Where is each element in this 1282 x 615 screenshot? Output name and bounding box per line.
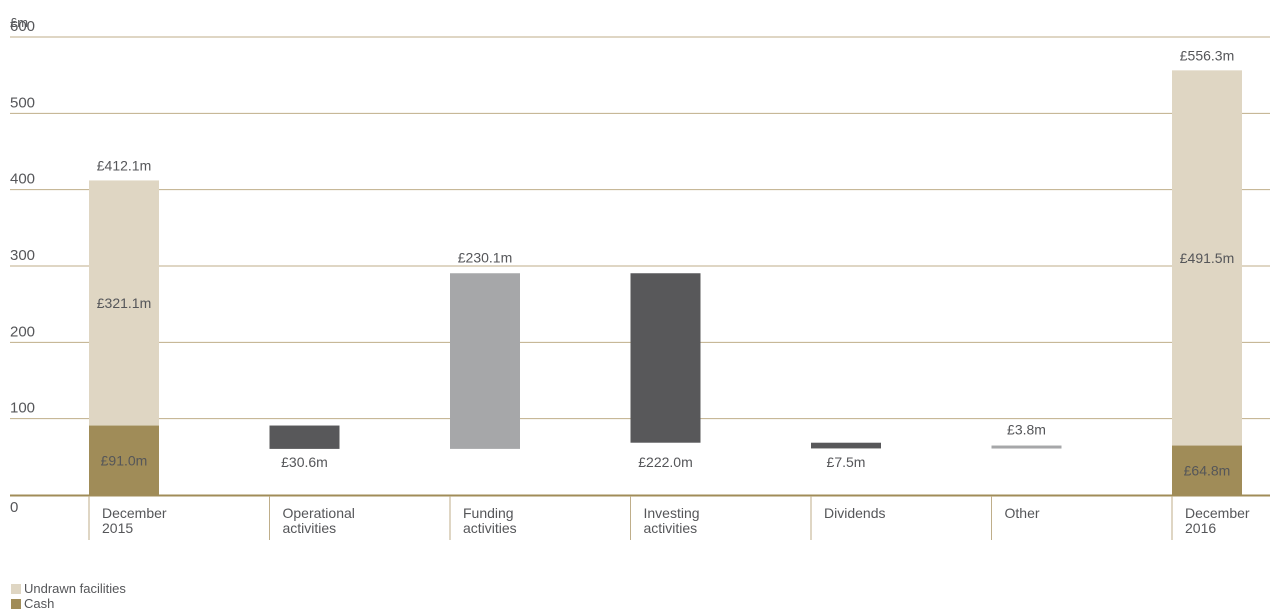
legend-label-undrawn: Undrawn facilities [24,581,126,596]
legend: Undrawn facilities Cash [11,581,126,611]
bar-cash-0 [89,425,159,495]
legend-label-cash: Cash [24,596,55,611]
y-tick-label-600: 600 [10,18,35,35]
bar-flow-2 [450,273,520,449]
bar-flow-5 [991,445,1062,449]
data-label-flow-4: £7.5m [827,454,866,470]
data-label-undrawn-0: £321.1m [97,295,151,311]
x-tick-label-2-0: Funding [463,505,514,521]
bar-flow-3 [630,273,701,443]
y-tick-label-0: 0 [10,499,18,516]
data-label-cash-0: £91.0m [101,452,148,468]
data-label-flow-5: £3.8m [1007,422,1046,438]
bar-cash-6 [1172,445,1242,495]
y-axis-unit-label: £m [10,15,28,30]
x-tick-label-1-1: activities [283,520,337,536]
x-tick-label-4-0: Dividends [824,505,885,521]
y-tick-label-200: 200 [10,323,35,340]
y-tick-label-300: 300 [10,247,35,264]
x-tick-label-5-0: Other [1005,505,1040,521]
data-label-cash-6: £64.8m [1184,462,1231,478]
data-label-flow-2: £230.1m [458,249,512,265]
bar-undrawn-0 [89,180,159,426]
x-tick-label-0-0: December [102,505,167,521]
bar-flow-1 [269,425,340,449]
x-tick-label-0-1: 2015 [102,520,133,536]
data-label-flow-1: £30.6m [281,454,328,470]
x-tick-label-3-0: Investing [644,505,700,521]
x-tick-label-2-1: activities [463,520,517,536]
x-tick-label-6-0: December [1185,505,1250,521]
legend-swatch-cash [11,598,21,609]
data-label-total-0: £412.1m [97,157,151,173]
data-label-flow-3: £222.0m [638,454,692,470]
y-tick-label-500: 500 [10,94,35,111]
x-tick-label-3-1: activities [644,520,698,536]
bar-undrawn-6 [1172,70,1242,446]
data-label-undrawn-6: £491.5m [1180,250,1234,266]
y-tick-label-400: 400 [10,171,35,188]
x-tick-label-1-0: Operational [283,505,355,521]
cash-flow-chart: £m 0 100 200 300 400 500 600 £91.0m £321.1m £412.1… [10,15,1270,540]
y-tick-label-100: 100 [10,400,35,417]
legend-item-undrawn: Undrawn facilities [11,581,126,596]
data-label-total-6: £556.3m [1180,47,1234,63]
legend-swatch-undrawn [11,583,21,594]
x-tick-label-6-1: 2016 [1185,520,1216,536]
legend-item-cash: Cash [11,596,126,611]
bar-flow-4 [811,442,881,449]
